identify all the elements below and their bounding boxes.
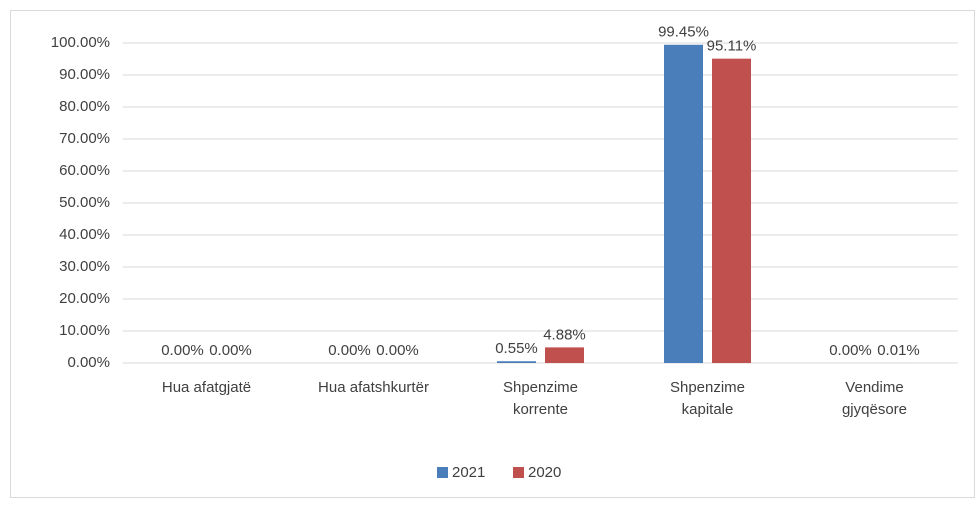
x-tick-label-box: Hua afatshkurtër <box>318 379 429 396</box>
x-tick-label: Shpenzime korrente <box>502 379 579 418</box>
y-tick-label: 70.00% <box>59 130 110 147</box>
x-tick-label: Vendime gjyqësore <box>841 379 908 418</box>
y-tick-label: 90.00% <box>59 66 110 83</box>
x-tick-label-box: Vendime gjyqësore <box>841 379 908 418</box>
y-tick-label: 10.00% <box>59 322 110 339</box>
y-tick-label: 60.00% <box>59 162 110 179</box>
bar <box>497 361 536 363</box>
data-label: 4.88% <box>543 326 586 343</box>
bar <box>545 347 584 363</box>
legend-swatch <box>437 467 448 478</box>
y-tick-label: 40.00% <box>59 226 110 243</box>
x-tick-label: Hua afatshkurtër <box>318 379 429 396</box>
legend-label: 2020 <box>528 464 561 481</box>
bar <box>664 44 703 363</box>
legend-label: 2021 <box>452 464 485 481</box>
bar <box>712 58 751 363</box>
chart-frame <box>10 10 975 498</box>
y-tick-label: 80.00% <box>59 98 110 115</box>
x-tick-label: Shpenzime kapitale <box>669 379 746 418</box>
x-tick-label-box: Shpenzime kapitale <box>669 379 746 418</box>
y-tick-label: 100.00% <box>51 34 110 51</box>
data-label: 0.00% <box>829 342 872 359</box>
data-label: 0.00% <box>328 342 371 359</box>
data-label: 95.11% <box>707 38 757 55</box>
x-tick-label-box: Shpenzime korrente <box>502 379 579 418</box>
y-tick-label: 0.00% <box>67 354 110 371</box>
data-label: 0.01% <box>877 342 920 359</box>
data-label: 99.45% <box>658 24 709 41</box>
x-tick-label: Hua afatgjatë <box>161 379 252 396</box>
y-tick-label: 50.00% <box>59 194 110 211</box>
y-tick-label: 20.00% <box>59 290 110 307</box>
legend-swatch <box>513 467 524 478</box>
data-label: 0.00% <box>376 342 419 359</box>
y-tick-label: 30.00% <box>59 258 110 275</box>
data-label: 0.55% <box>495 340 538 357</box>
data-label: 0.00% <box>209 342 252 359</box>
x-tick-label-box: Hua afatgjatë <box>161 379 252 396</box>
data-label: 0.00% <box>161 342 204 359</box>
